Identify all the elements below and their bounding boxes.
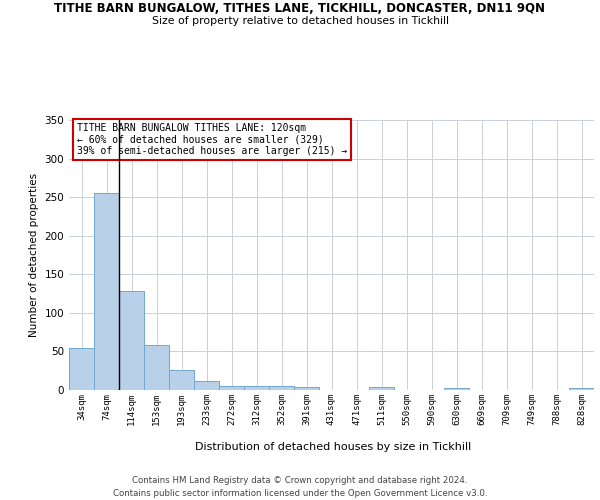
Bar (194, 380, 219, 390)
Bar (219, 386, 244, 390)
Bar (269, 386, 294, 390)
Text: TITHE BARN BUNGALOW, TITHES LANE, TICKHILL, DONCASTER, DN11 9QN: TITHE BARN BUNGALOW, TITHES LANE, TICKHI… (55, 2, 545, 16)
Y-axis label: Number of detached properties: Number of detached properties (29, 173, 39, 337)
Bar (94, 194, 119, 390)
Text: TITHE BARN BUNGALOW TITHES LANE: 120sqm
← 60% of detached houses are smaller (32: TITHE BARN BUNGALOW TITHES LANE: 120sqm … (77, 122, 347, 156)
Bar (444, 388, 469, 390)
Text: Contains HM Land Registry data © Crown copyright and database right 2024.: Contains HM Land Registry data © Crown c… (132, 476, 468, 485)
Text: Size of property relative to detached houses in Tickhill: Size of property relative to detached ho… (151, 16, 449, 26)
Text: Contains public sector information licensed under the Open Government Licence v3: Contains public sector information licen… (113, 489, 487, 498)
Text: Distribution of detached houses by size in Tickhill: Distribution of detached houses by size … (195, 442, 471, 452)
Bar (294, 387, 319, 390)
Bar (569, 388, 594, 390)
Bar (119, 292, 144, 390)
Bar (69, 348, 94, 390)
Bar (244, 386, 269, 390)
Bar (169, 370, 194, 390)
Bar (369, 387, 394, 390)
Bar (144, 346, 169, 390)
